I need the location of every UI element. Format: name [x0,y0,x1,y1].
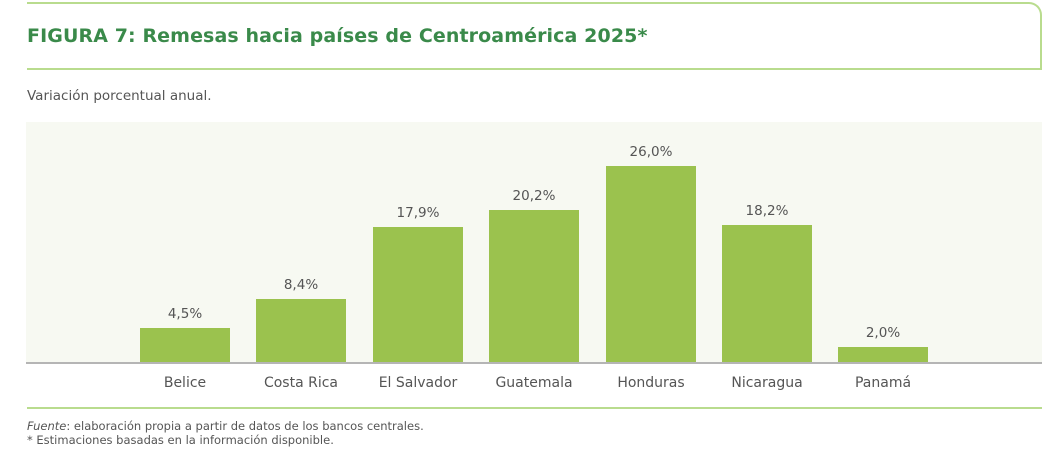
bar-value-label: 4,5% [167,306,203,322]
figure-title: FIGURA 7: Remesas hacia países de Centro… [27,25,648,47]
bar-value-label: 20,2% [512,188,556,204]
bar-value-label: 17,9% [396,205,440,221]
bar-value-label: 18,2% [745,203,789,219]
bar-belice [140,328,230,362]
bar-panam [838,347,928,362]
source-label: Fuente [27,419,67,433]
source-note: Fuente: elaboración propia a partir de d… [27,419,424,433]
bar-el-salvador [373,227,463,362]
bar-value-label: 2,0% [865,325,901,341]
category-label: Belice [163,375,207,391]
category-label: El Salvador [378,375,458,391]
bar-value-label: 26,0% [629,144,673,160]
bar-value-label: 8,4% [283,277,319,293]
chart-subtitle: Variación porcentual anual. [27,88,212,104]
bar-guatemala [489,210,579,362]
bar-costa-rica [256,299,346,362]
figure-header-frame [27,2,1042,70]
category-label: Panamá [854,375,912,391]
category-label: Costa Rica [263,375,339,391]
category-label: Nicaragua [731,375,803,391]
bar-nicaragua [722,225,812,362]
category-label: Guatemala [495,375,573,391]
footer-divider [27,407,1042,409]
bar-honduras [606,166,696,362]
x-axis-baseline [26,362,1042,364]
category-label: Honduras [617,375,685,391]
source-text: : elaboración propia a partir de datos d… [66,419,424,433]
estimate-note: * Estimaciones basadas en la información… [27,433,334,447]
